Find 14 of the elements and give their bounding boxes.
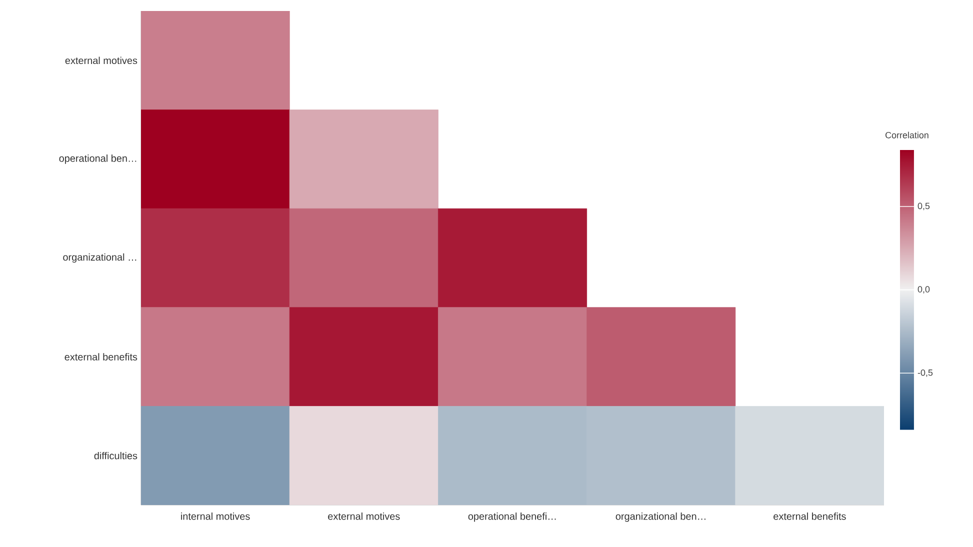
color-bar-title: Correlation bbox=[886, 132, 928, 138]
y-tick-label: difficulties bbox=[94, 452, 138, 460]
x-tick-label: internal motives bbox=[181, 512, 250, 520]
y-tick-label: external benefits bbox=[64, 353, 138, 360]
y-tick-label: operational ben… bbox=[59, 154, 136, 164]
color-bar-label: 0,5 bbox=[918, 202, 930, 210]
y-tick-label: external motives bbox=[65, 56, 138, 64]
color-bar-label: -0,5 bbox=[918, 369, 933, 377]
x-tick-label: operational benefi… bbox=[468, 512, 556, 522]
x-tick-label: external benefits bbox=[774, 512, 846, 520]
x-tick-label: organizational ben… bbox=[616, 512, 706, 522]
y-tick-label: organizational … bbox=[63, 253, 136, 263]
color-bar-label: 0,0 bbox=[918, 286, 930, 294]
x-tick-label: external motives bbox=[328, 512, 400, 520]
